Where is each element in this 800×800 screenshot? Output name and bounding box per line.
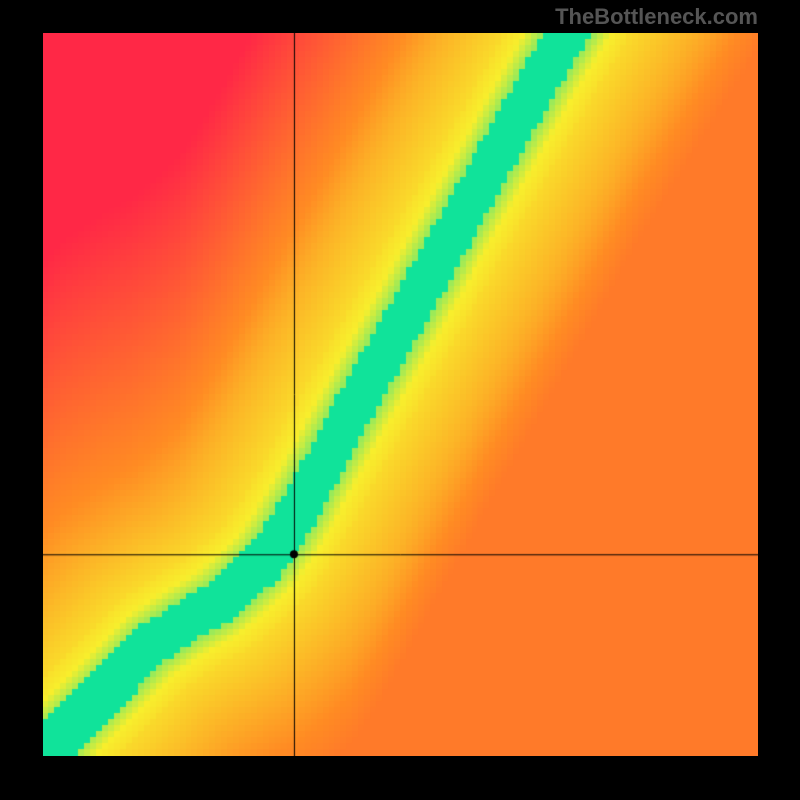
heatmap-plot xyxy=(43,33,758,756)
watermark-text: TheBottleneck.com xyxy=(555,4,758,30)
chart-container: TheBottleneck.com xyxy=(0,0,800,800)
